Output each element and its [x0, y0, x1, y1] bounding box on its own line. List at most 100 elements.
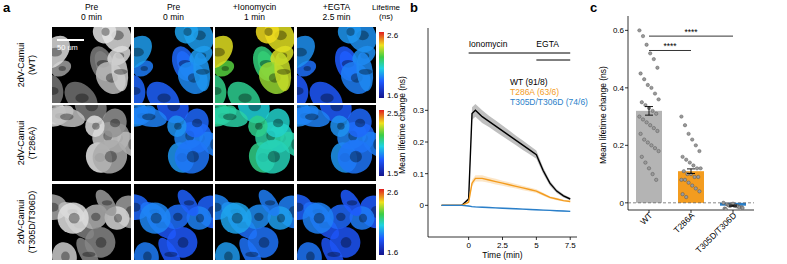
nucleus	[52, 203, 59, 212]
nucleus	[142, 113, 156, 120]
nucleus	[210, 139, 213, 150]
x-tick	[536, 237, 537, 240]
nucleus	[59, 66, 66, 71]
data-point	[695, 167, 698, 170]
nucleus	[134, 203, 141, 212]
cell	[215, 30, 239, 75]
cell	[135, 198, 176, 239]
data-point	[691, 138, 694, 141]
data-point	[653, 147, 656, 150]
nucleus	[232, 213, 243, 224]
data-point	[698, 149, 701, 152]
error-band	[442, 205, 571, 212]
nucleus	[359, 69, 373, 75]
legend-entry: T305D/T306D (74/6)	[510, 97, 588, 107]
row-label: 2dV-Camui	[16, 200, 26, 245]
nucleus	[224, 252, 233, 260]
cell	[337, 186, 366, 219]
nucleus	[102, 200, 112, 205]
data-point	[649, 124, 652, 127]
nucleus	[91, 213, 101, 221]
column-header: +EGTA	[323, 2, 351, 12]
data-point	[644, 161, 647, 164]
cell	[53, 198, 94, 239]
micrograph	[215, 27, 294, 103]
micrograph	[134, 27, 213, 103]
nucleus	[183, 28, 191, 36]
colorbar	[379, 189, 384, 255]
nucleus	[173, 213, 183, 221]
cell	[84, 115, 105, 138]
data-point	[650, 144, 653, 147]
nucleus	[143, 252, 152, 260]
nucleus	[297, 87, 304, 95]
micrograph	[52, 105, 131, 181]
cell	[134, 240, 161, 260]
cell	[272, 51, 293, 92]
cell	[216, 198, 257, 239]
data-point	[640, 155, 643, 158]
nucleus	[277, 214, 285, 223]
cell	[354, 51, 375, 92]
data-point	[681, 192, 684, 195]
data-point	[741, 206, 744, 209]
nucleus	[330, 105, 343, 111]
cell	[297, 240, 324, 260]
data-point	[698, 190, 701, 193]
row-label: (T305D/T306D)	[27, 191, 37, 254]
cell	[166, 115, 187, 138]
panel-label: c	[590, 0, 597, 15]
data-point	[683, 178, 686, 181]
data-point	[687, 132, 690, 135]
cell	[134, 105, 169, 130]
y-tick-label: 0.1	[413, 170, 425, 179]
treatment-label: EGTA	[536, 39, 559, 49]
nucleus	[61, 252, 70, 260]
nucleus	[215, 48, 225, 57]
data-point	[685, 158, 688, 161]
cell	[191, 51, 212, 92]
cell	[251, 27, 283, 48]
x-tick-label: WT	[638, 210, 654, 226]
x-tick	[502, 237, 503, 240]
y-tick-label: 0	[620, 199, 625, 208]
nucleus	[157, 94, 170, 103]
y-axis	[628, 16, 629, 210]
cell	[297, 30, 321, 75]
series-line	[442, 178, 571, 205]
cell	[298, 198, 339, 239]
data-point	[692, 164, 695, 167]
cell	[215, 105, 250, 130]
y-tick-label: 0	[420, 201, 425, 210]
data-point	[655, 178, 658, 181]
bar	[636, 111, 662, 203]
nucleus	[248, 105, 261, 111]
data-point	[680, 115, 683, 118]
cell	[174, 186, 203, 219]
data-point	[645, 121, 648, 124]
data-point	[652, 57, 655, 60]
colorbar-tick-label: 2.6	[387, 188, 399, 197]
nucleus	[82, 252, 95, 257]
data-point	[649, 52, 652, 55]
data-point	[645, 43, 648, 46]
micrograph	[52, 27, 131, 103]
data-point	[639, 72, 642, 75]
nucleus	[336, 213, 346, 221]
data-point	[638, 115, 641, 118]
y-tick	[425, 142, 428, 143]
nucleus	[297, 203, 304, 212]
nucleus	[128, 139, 131, 150]
nucleus	[320, 94, 333, 103]
cell	[109, 51, 130, 92]
cell	[134, 74, 147, 103]
nucleus	[92, 123, 99, 130]
cell	[329, 115, 350, 138]
x-tick	[570, 237, 571, 240]
data-point	[681, 155, 684, 158]
nucleus	[254, 213, 264, 221]
data-point	[647, 167, 650, 170]
nucleus	[178, 237, 189, 248]
cell	[86, 133, 131, 180]
cell	[255, 186, 284, 219]
